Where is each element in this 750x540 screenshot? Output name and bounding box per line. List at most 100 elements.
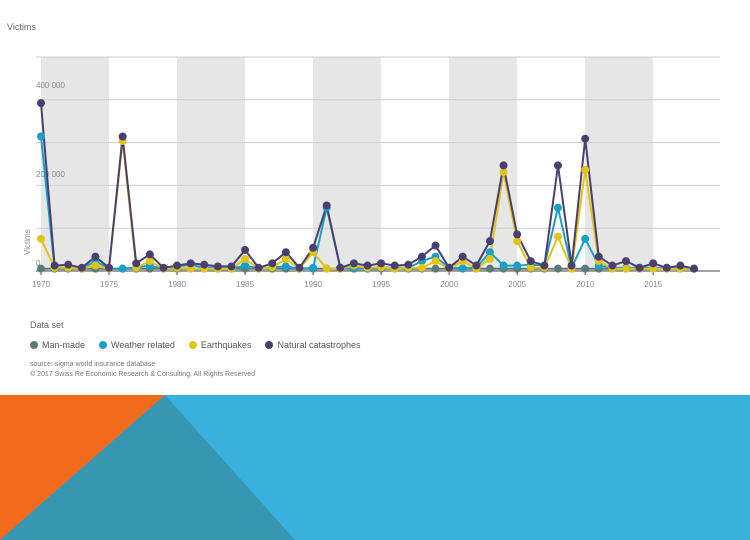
data-point-natural-catastrophes [635,263,644,272]
data-point-natural-catastrophes [458,252,467,261]
data-point-natural-catastrophes [445,263,454,272]
y-axis-label: Victims [23,229,32,255]
data-point-natural-catastrophes [64,260,73,269]
data-point-earthquakes [145,257,154,266]
data-point-natural-catastrophes [295,263,304,272]
data-point-weather-related [118,264,127,273]
data-point-weather-related [281,262,290,271]
data-point-earthquakes [241,254,250,263]
data-point-earthquakes [91,261,100,270]
data-point-natural-catastrophes [336,263,345,272]
data-point-natural-catastrophes [581,134,590,143]
data-point-earthquakes [499,168,508,177]
data-point-weather-related [513,261,522,270]
data-point-natural-catastrophes [404,260,413,269]
data-point-natural-catastrophes [349,259,358,268]
data-point-natural-catastrophes [662,263,671,272]
data-point-natural-catastrophes [322,201,331,210]
x-tick-label: 2005 [508,280,526,289]
legend-label: Man-made [42,340,86,350]
data-point-weather-related [309,263,318,272]
data-point-man-made [581,264,590,273]
data-point-natural-catastrophes [118,132,127,141]
data-point-natural-catastrophes [77,263,86,272]
x-tick-label: 1970 [32,280,50,289]
data-point-weather-related [581,234,590,243]
data-point-natural-catastrophes [690,264,698,273]
x-tick-label: 2015 [644,280,662,289]
y-axis-ticks: 0 200 000 400 000 [36,81,65,268]
data-point-earthquakes [553,232,562,241]
x-axis-ticks: 1970 1975 1980 1985 1990 1995 2000 2005 2010 2015 [32,271,663,289]
x-tick-label: 2010 [576,280,594,289]
x-tick-label: 2000 [440,280,458,289]
data-point-man-made [431,264,440,273]
copyright-line: © 2017 Swiss Re Economic Research & Cons… [30,371,255,378]
data-point-earthquakes [513,237,522,246]
data-point-natural-catastrophes [132,259,141,268]
background-band [177,57,246,271]
data-point-natural-catastrophes [105,263,114,272]
data-point-natural-catastrophes [594,252,603,261]
data-point-earthquakes [431,257,440,266]
legend-label: Weather related [111,340,175,350]
data-point-weather-related [499,261,508,270]
x-tick-label: 1980 [168,280,186,289]
data-point-natural-catastrophes [377,259,386,268]
legend-item: Weather related [99,340,175,350]
data-point-natural-catastrophes [241,245,250,254]
chart-title: Victims [7,22,36,32]
legend-item: Natural catastrophes [265,340,361,350]
data-point-weather-related [553,203,562,212]
data-point-natural-catastrophes [37,99,45,108]
data-point-natural-catastrophes [431,241,440,250]
data-point-earthquakes [281,254,290,263]
data-point-natural-catastrophes [472,261,481,270]
data-point-earthquakes [526,263,535,272]
data-point-earthquakes [581,165,590,174]
y-tick-label: 200 000 [36,170,65,179]
data-point-earthquakes [37,234,45,243]
x-tick-label: 1995 [372,280,390,289]
data-point-weather-related [485,248,494,257]
legend: Man-made Weather related Earthquakes Natura… [30,340,361,350]
source-note: source: sigma world insurance database ©… [30,360,255,380]
data-point-natural-catastrophes [363,261,372,270]
data-point-natural-catastrophes [676,261,685,270]
legend-label: Earthquakes [200,340,252,350]
data-point-natural-catastrophes [567,261,576,270]
legend-item: Earthquakes [188,340,252,350]
x-tick-label: 1975 [100,280,118,289]
legend-title: Data set [30,320,64,330]
decorative-footer [0,395,750,540]
data-point-natural-catastrophes [254,263,263,272]
data-point-natural-catastrophes [513,230,522,239]
data-point-natural-catastrophes [186,259,195,268]
data-point-natural-catastrophes [309,243,318,252]
series-points [37,99,698,273]
footer-teal-triangle [0,395,295,540]
legend-label: Natural catastrophes [277,340,361,350]
data-point-man-made [37,264,45,273]
x-tick-label: 1990 [304,280,322,289]
x-tick-label: 1985 [236,280,254,289]
data-point-natural-catastrophes [159,263,168,272]
data-point-earthquakes [621,264,630,273]
data-point-natural-catastrophes [281,248,290,257]
legend-swatch [265,341,274,349]
data-point-natural-catastrophes [200,260,209,269]
legend-item: Man-made [30,340,85,350]
legend-swatch [188,341,197,349]
data-point-natural-catastrophes [526,257,535,266]
data-point-natural-catastrophes [145,250,154,259]
data-point-weather-related [458,264,467,273]
data-point-earthquakes [485,254,494,263]
data-point-weather-related [37,132,45,141]
data-point-natural-catastrophes [649,259,658,268]
data-point-natural-catastrophes [173,261,182,270]
data-point-man-made [485,264,494,273]
data-point-weather-related [241,261,250,270]
data-point-natural-catastrophes [553,161,562,170]
line-chart: Victims Victims 0 200 000 400 000 1970 1975… [7,22,720,289]
data-point-natural-catastrophes [390,261,399,270]
